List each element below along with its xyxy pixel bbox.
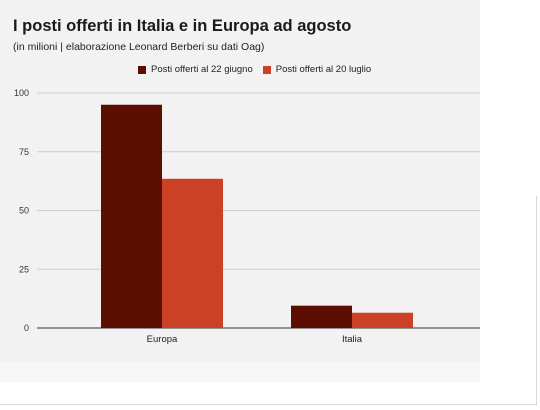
y-tick-label: 75: [19, 147, 29, 157]
bar-italia-series-1[interactable]: [291, 305, 352, 328]
chart-title: I posti offerti in Italia e in Europa ad…: [13, 17, 352, 35]
x-tick-label: Europa: [147, 334, 178, 345]
bar-europa-series-1[interactable]: [101, 104, 162, 328]
legend-swatch-series-2: [262, 65, 271, 74]
card-footer: [0, 362, 480, 382]
legend-label-series-1: Posti offerti al 22 giugno: [151, 64, 253, 75]
legend-swatch-series-1: [138, 65, 146, 74]
y-tick-label: 100: [14, 88, 29, 98]
bar-italia-series-2[interactable]: [352, 312, 413, 328]
legend: Posti offerti al 22 giugno Posti offerti…: [138, 64, 371, 75]
divider-horizontal: [0, 404, 537, 405]
legend-item-series-2[interactable]: Posti offerti al 20 luglio: [262, 64, 372, 75]
x-tick-label: Italia: [342, 334, 363, 345]
divider-vertical: [536, 196, 537, 406]
y-tick-label: 25: [19, 264, 29, 274]
chart-card: [0, 0, 480, 362]
legend-item-series-1[interactable]: Posti offerti al 22 giugno: [138, 64, 253, 75]
y-tick-label: 0: [24, 323, 29, 333]
chart-subtitle: (in milioni | elaborazione Leonard Berbe…: [13, 41, 265, 53]
bar-europa-series-2[interactable]: [162, 178, 223, 328]
y-tick-label: 50: [19, 206, 29, 216]
legend-label-series-2: Posti offerti al 20 luglio: [275, 64, 372, 75]
